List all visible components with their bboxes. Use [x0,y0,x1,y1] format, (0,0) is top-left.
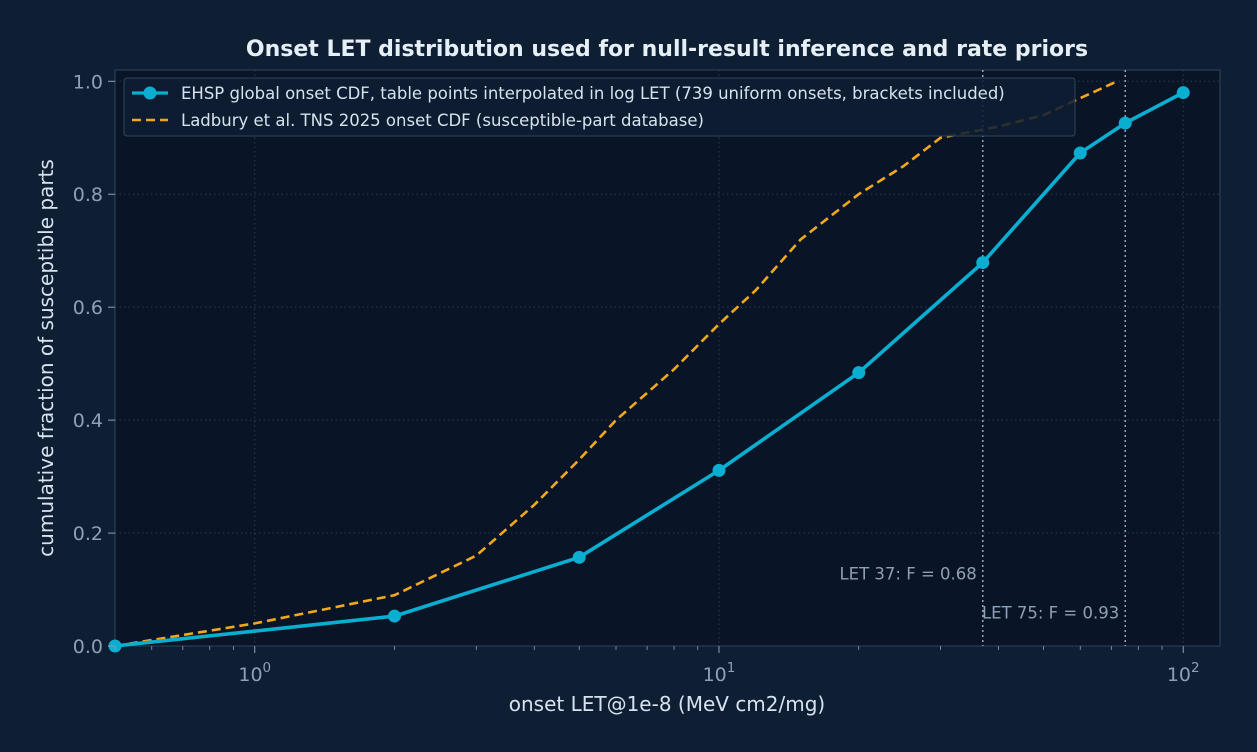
series-point-ehsp [1073,146,1087,160]
series-point-ehsp [1176,86,1190,100]
y-tick-label: 0.4 [73,410,103,432]
legend: EHSP global onset CDF, table points inte… [123,77,1076,137]
x-tick-label: 100 [238,660,271,686]
series-point-ehsp [1118,116,1132,130]
y-tick-label: 0.8 [73,184,103,206]
legend-marker-ehsp [143,86,157,100]
series-point-ehsp [572,550,586,564]
chart-title: Onset LET distribution used for null-res… [246,37,1088,62]
y-tick-label: 1.0 [73,71,103,93]
x-axis-label: onset LET@1e-8 (MeV cm2/mg) [509,692,825,716]
y-tick-label: 0.2 [73,523,103,545]
y-tick-label: 0.0 [73,636,103,658]
plot-area [114,69,1221,647]
grid-lines [115,70,1220,647]
legend-label-ehsp: EHSP global onset CDF, table points inte… [181,84,1005,103]
reference-annotation: LET 37: F = 0.68 [839,565,976,584]
series-point-ehsp [852,366,866,380]
reference-annotation: LET 75: F = 0.93 [982,604,1119,623]
series-point-ehsp [712,463,726,477]
x-tick-label: 101 [703,660,736,686]
series-point-ehsp [976,256,990,270]
y-axis-label: cumulative fraction of susceptible parts [34,159,58,557]
legend-box [123,77,1076,137]
reference-lines: LET 37: F = 0.68 LET 75: F = 0.93 [839,70,1126,646]
y-axis-ticks: 0.0 0.2 0.4 0.6 0.8 1.0 [73,71,115,658]
x-axis-ticks: 100 101 102 [114,646,1200,686]
series-point-ehsp [388,609,402,623]
x-tick-label: 102 [1167,660,1200,686]
y-tick-label: 0.6 [73,297,103,319]
legend-label-ladbury: Ladbury et al. TNS 2025 onset CDF (susce… [181,111,704,130]
